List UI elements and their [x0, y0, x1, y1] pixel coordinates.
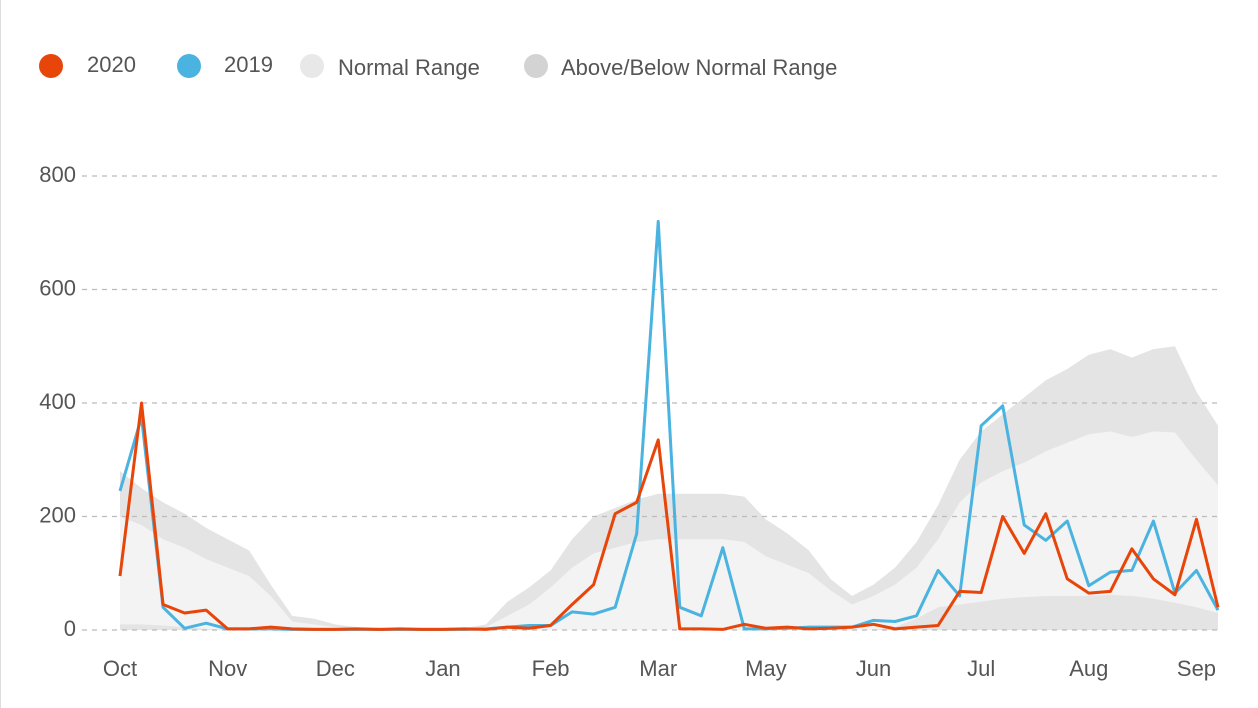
legend-swatch — [300, 54, 324, 78]
range-band — [120, 431, 1218, 630]
x-tick-label: Sep — [1177, 656, 1216, 681]
legend-label: Normal Range — [338, 55, 480, 80]
x-tick-label: Mar — [639, 656, 677, 681]
x-tick-label: Jun — [856, 656, 891, 681]
legend-label: 2019 — [224, 52, 273, 77]
y-tick-label: 800 — [39, 162, 76, 187]
x-tick-label: Aug — [1069, 656, 1108, 681]
x-tick-label: Feb — [532, 656, 570, 681]
legend-label: Above/Below Normal Range — [561, 55, 837, 80]
x-tick-label: Jan — [425, 656, 460, 681]
legend: 2020 2019 Normal Range Above/Below Normal R… — [39, 52, 837, 80]
x-tick-label: May — [745, 656, 787, 681]
x-tick-label: Dec — [316, 656, 355, 681]
legend-label: 2020 — [87, 52, 136, 77]
series-line — [118, 401, 1220, 631]
legend-swatch — [177, 54, 201, 78]
y-tick-label: 400 — [39, 389, 76, 414]
y-tick-label: 0 — [64, 616, 76, 641]
x-tick-label: Nov — [208, 656, 247, 681]
legend-swatch — [524, 54, 548, 78]
x-tick-label: Oct — [103, 656, 137, 681]
legend-swatch — [39, 54, 63, 78]
x-tick-label: Jul — [967, 656, 995, 681]
y-tick-label: 200 — [39, 502, 76, 527]
y-tick-label: 600 — [39, 275, 76, 300]
